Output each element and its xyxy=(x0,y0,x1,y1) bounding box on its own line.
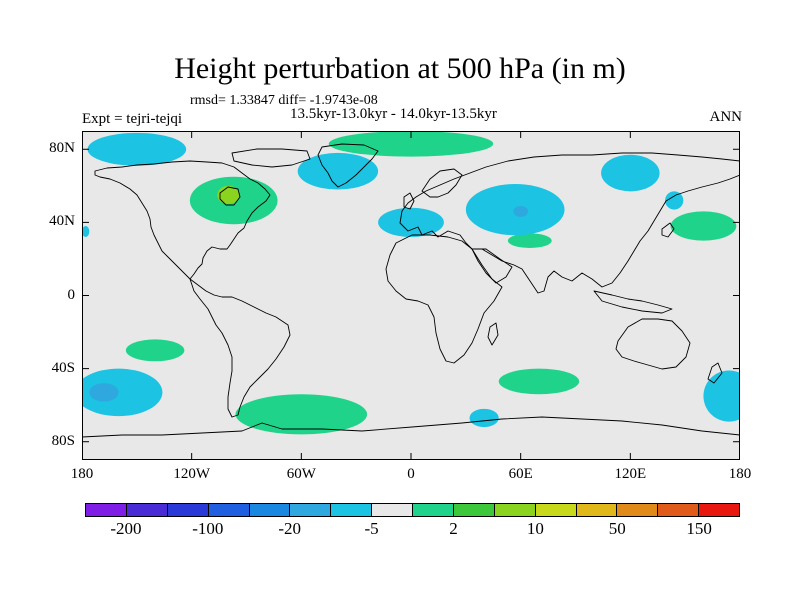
anomaly-region-18 xyxy=(89,383,119,402)
colorbar-swatch-3 xyxy=(208,504,250,516)
africa-coast xyxy=(385,234,503,364)
greenland-coast xyxy=(317,143,379,188)
anomaly-region-17 xyxy=(82,226,90,238)
anomaly-region-8 xyxy=(87,132,187,166)
anomaly-region-16 xyxy=(665,191,684,210)
colorbar-swatch-2 xyxy=(167,504,209,516)
lon-tick-label-0: 180 xyxy=(70,466,94,482)
chart-title: Height perturbation at 500 hPa (in m) xyxy=(174,52,626,85)
colorbar-swatch-9 xyxy=(453,504,495,516)
colorbar-label-1: -100 xyxy=(192,519,224,538)
british-isles xyxy=(403,192,415,210)
lon-tick-label-3: 0 xyxy=(407,466,415,482)
anomaly-region-15 xyxy=(469,408,499,428)
colorbar-swatch-13 xyxy=(617,504,659,516)
arabia-coast xyxy=(471,248,513,284)
japan xyxy=(661,222,675,238)
indonesia xyxy=(593,290,673,314)
anomaly-region-2 xyxy=(328,131,494,157)
anomaly-region-7 xyxy=(498,368,580,395)
new-zealand xyxy=(707,362,723,384)
hudson-bay xyxy=(219,186,241,206)
north-america-coast xyxy=(94,160,271,280)
colorbar-label-5: 10 xyxy=(526,519,544,538)
colorbar-label-4: 2 xyxy=(449,519,458,538)
colorbar-swatch-15 xyxy=(699,504,739,516)
periods-line: 13.5kyr-13.0kyr - 14.0kyr-13.5kyr xyxy=(290,106,497,122)
colorbar-label-6: 50 xyxy=(608,519,626,538)
lon-tick-label-5: 120E xyxy=(614,466,647,482)
colorbar-swatch-14 xyxy=(658,504,700,516)
colorbar-swatch-4 xyxy=(249,504,291,516)
anomaly-region-3 xyxy=(670,211,737,241)
world-map xyxy=(82,131,740,460)
coastlines xyxy=(82,143,740,438)
anomaly-regions xyxy=(82,131,740,435)
lat-tick-label-3: 40S xyxy=(51,359,75,376)
scandinavia-coast xyxy=(421,168,463,198)
stats-line: rmsd= 1.33847 diff= -1.9743e-08 xyxy=(190,93,378,108)
lon-tick-label-4: 60E xyxy=(508,466,533,482)
colorbar-swatch-0 xyxy=(86,504,127,516)
anomaly-region-19 xyxy=(513,205,528,217)
anomaly-region-5 xyxy=(125,339,185,362)
anomaly-region-9 xyxy=(297,152,379,190)
antarctica-coast xyxy=(82,416,740,438)
colorbar-swatch-11 xyxy=(535,504,577,516)
colorbar-label-3: -5 xyxy=(364,519,379,538)
anomaly-region-11 xyxy=(378,207,444,238)
colorbar-swatch-8 xyxy=(413,504,454,516)
anomaly-region-13 xyxy=(82,368,163,417)
colorbar xyxy=(85,503,740,517)
colorbar-swatch-10 xyxy=(494,504,536,516)
experiment-label: Expt = tejri-tejqi xyxy=(82,111,183,127)
madagascar xyxy=(487,322,499,346)
lon-tick-label-1: 120W xyxy=(173,466,210,482)
arctic-islands xyxy=(231,148,311,168)
south-america-coast xyxy=(189,278,291,418)
colorbar-swatch-1 xyxy=(126,504,168,516)
lat-tick-label-4: 80S xyxy=(51,432,75,449)
colorbar-swatch-5 xyxy=(290,504,332,516)
lat-tick-label-0: 80N xyxy=(49,140,75,157)
lat-tick-label-2: 0 xyxy=(67,286,76,303)
colorbar-swatch-7 xyxy=(372,504,413,516)
colorbar-label-2: -20 xyxy=(278,519,302,538)
colorbar-swatch-6 xyxy=(331,504,373,516)
anomaly-region-14 xyxy=(703,370,740,422)
season-label: ANN xyxy=(709,109,743,125)
lon-tick-label-6: 180 xyxy=(728,466,752,482)
colorbar-label-0: -200 xyxy=(110,519,142,538)
lat-tick-label-1: 40N xyxy=(49,213,75,230)
axis-ticks xyxy=(82,131,740,460)
australia-coast xyxy=(615,318,691,370)
anomaly-region-12 xyxy=(601,154,660,192)
colorbar-swatch-12 xyxy=(576,504,618,516)
lon-tick-label-2: 60W xyxy=(286,466,316,482)
anomaly-region-6 xyxy=(235,394,368,435)
colorbar-label-7: 150 xyxy=(686,519,712,538)
anomaly-region-4 xyxy=(507,233,552,248)
